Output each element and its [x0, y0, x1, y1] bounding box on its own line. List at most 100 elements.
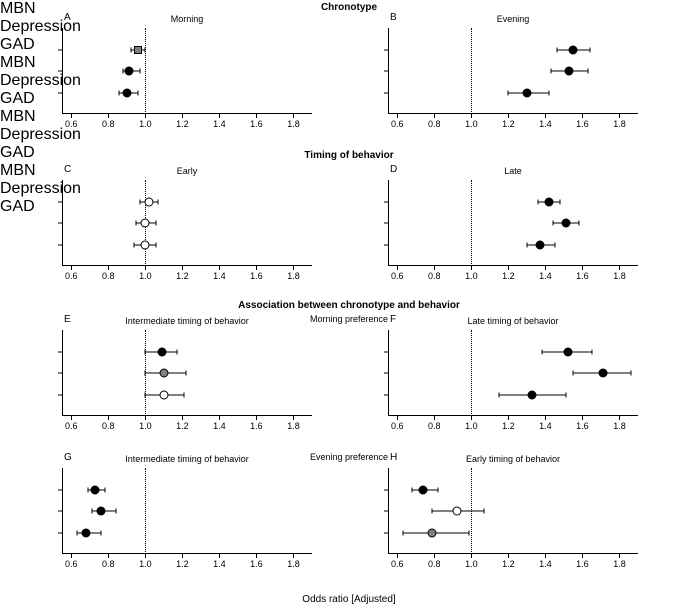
- x-tick: [471, 266, 473, 270]
- x-tick-label: 1.0: [139, 271, 152, 281]
- x-tick: [256, 114, 258, 118]
- ci-cap-low: [526, 242, 528, 247]
- panel-letter-b: B: [390, 12, 397, 23]
- x-tick-label: 1.4: [213, 271, 226, 281]
- ci-cap-low: [118, 90, 120, 95]
- panel-letter-c: C: [64, 164, 72, 175]
- x-tick-label: 1.0: [465, 559, 478, 569]
- x-tick-label: 0.6: [390, 271, 404, 281]
- x-tick: [582, 266, 584, 270]
- x-tick-label: 1.0: [465, 421, 478, 431]
- panel-letter-e: E: [64, 314, 71, 325]
- x-tick: [471, 554, 473, 558]
- x-tick: [256, 266, 258, 270]
- x-tick-label: 1.0: [139, 421, 152, 431]
- panel-letter-h: H: [390, 452, 398, 463]
- x-tick: [619, 554, 621, 558]
- x-tick: [256, 416, 258, 420]
- reference-line: [471, 28, 473, 114]
- ci-cap-high: [591, 349, 593, 354]
- x-tick: [108, 266, 110, 270]
- panel-letter-a: A: [64, 12, 71, 23]
- y-tick: [58, 394, 62, 395]
- ci-cap-high: [176, 349, 178, 354]
- x-tick-label: 0.6: [390, 421, 404, 431]
- ci-cap-low: [144, 349, 146, 354]
- x-tick-label: 1.8: [613, 271, 626, 281]
- x-tick: [434, 114, 436, 118]
- ci-cap-high: [468, 530, 470, 535]
- y-tick: [384, 489, 388, 490]
- y-tick: [384, 372, 388, 374]
- ci-cap-low: [411, 487, 413, 492]
- ci-cap-high: [559, 199, 561, 204]
- ci-cap-high: [548, 90, 550, 95]
- x-tick-label: 0.8: [102, 559, 115, 569]
- y-tick: [384, 394, 388, 395]
- data-point: [159, 390, 169, 399]
- reference-line: [145, 468, 147, 554]
- x-tick: [397, 114, 399, 118]
- ci-cap-low: [550, 68, 552, 74]
- ci-cap-low: [76, 530, 78, 535]
- y-tick: [58, 510, 62, 512]
- ci-cap-low: [87, 487, 89, 492]
- x-tick: [182, 554, 184, 558]
- x-tick-label: 1.6: [576, 119, 589, 129]
- y-tick: [384, 510, 388, 512]
- ci-cap-low: [130, 47, 132, 52]
- data-point: [159, 368, 169, 378]
- data-point: [544, 197, 554, 206]
- ci-cap-high: [155, 220, 157, 226]
- x-tick-label: 1.6: [576, 271, 589, 281]
- x-tick: [508, 416, 510, 420]
- y-tick: [58, 351, 62, 352]
- plot-panel-e: 0.6 0.8 1.0 1.2 1.4 1.6 1.8: [58, 330, 312, 431]
- x-tick: [434, 266, 436, 270]
- x-tick: [219, 266, 221, 270]
- data-point: [122, 88, 132, 97]
- x-tick-label: 0.8: [428, 271, 441, 281]
- data-point: [563, 347, 573, 356]
- y-tick: [58, 201, 62, 202]
- x-tick-label: 0.8: [102, 119, 115, 129]
- x-tick-label: 0.8: [102, 271, 115, 281]
- y-tick: [384, 244, 388, 245]
- y-axis-label-gad: GAD: [0, 36, 35, 53]
- panel-title-d: Late: [504, 166, 522, 176]
- panel-letter-g: G: [64, 452, 72, 463]
- y-axis-label-mbn: MBN: [0, 0, 36, 17]
- data-point: [140, 240, 150, 249]
- ci-cap-low: [572, 370, 574, 376]
- x-tick-label: 1.6: [250, 559, 263, 569]
- ci-cap-high: [144, 47, 146, 52]
- data-point: [157, 347, 167, 356]
- y-axis-label-mbn: MBN: [0, 162, 36, 179]
- x-tick: [397, 416, 399, 420]
- ci-cap-low: [402, 530, 404, 535]
- ci-cap-high: [589, 47, 591, 52]
- data-point: [564, 66, 574, 76]
- ci-cap-high: [554, 242, 556, 247]
- x-tick-label: 0.6: [390, 119, 404, 129]
- panel-title-a: Morning: [170, 14, 204, 24]
- x-tick-label: 1.6: [250, 119, 263, 129]
- x-tick-label: 0.8: [428, 559, 441, 569]
- x-tick-label: 1.8: [613, 421, 626, 431]
- ci-cap-low: [91, 508, 93, 514]
- y-tick: [58, 92, 62, 93]
- data-point: [568, 45, 578, 54]
- x-tick: [71, 554, 73, 558]
- x-tick-label: 0.6: [64, 559, 78, 569]
- y-axis-line: [388, 180, 389, 266]
- x-tick-label: 1.0: [465, 271, 478, 281]
- x-tick-label: 1.0: [465, 119, 478, 129]
- y-tick: [384, 70, 388, 72]
- x-tick-label: 1.4: [213, 119, 226, 129]
- ci-cap-high: [483, 508, 485, 514]
- ci-cap-high: [565, 392, 567, 397]
- x-tick: [545, 416, 547, 420]
- x-tick-label: 0.6: [64, 271, 78, 281]
- x-tick: [293, 416, 295, 420]
- plot-panel-d: 0.6 0.8 1.0 1.2 1.4 1.6 1.8: [384, 180, 638, 281]
